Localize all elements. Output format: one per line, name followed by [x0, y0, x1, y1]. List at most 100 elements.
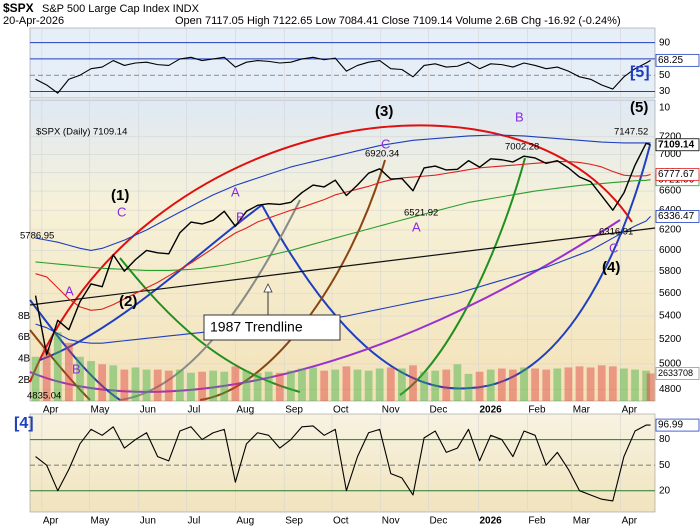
wave-label: A [412, 219, 421, 234]
x-tick-label: Mar [573, 405, 591, 416]
green-arc [119, 257, 301, 393]
wave-label: (5) [630, 99, 648, 116]
last-value-label: 7109.14 [658, 139, 695, 150]
x-tick-label: May [91, 516, 110, 527]
volume-bar [175, 369, 184, 401]
y-tick-label: 5800 [659, 266, 682, 277]
wave-label: A [231, 184, 240, 199]
volume-bar [320, 370, 329, 401]
green-arc [399, 157, 526, 396]
trendline [29, 227, 656, 306]
volume-bar [386, 367, 395, 401]
x-tick-label: Nov [382, 516, 400, 527]
y-tick-label: 7200 [659, 131, 682, 142]
volume-bar [520, 367, 528, 401]
price-label: 7002.28 [505, 142, 539, 153]
volume-bar [642, 370, 651, 401]
volume-tick-label: 4B [18, 354, 31, 365]
y-tick-label: 6200 [659, 225, 682, 236]
indicator-tick-label: 80 [659, 434, 671, 445]
indicator-tick-label: 50 [659, 70, 671, 81]
volume-bar [98, 364, 107, 401]
last-value-label: 6336.47 [658, 211, 695, 222]
grid-layer: Apr Apr May May Jun Jun Jul Jul Aug Aug Sep Sep Oct O… [18, 28, 682, 527]
volume-bar [275, 372, 284, 401]
price-label: 6920.34 [365, 149, 399, 160]
last-value-label: 68.25 [658, 55, 683, 66]
volume-bar [242, 370, 251, 401]
wave-label: A [65, 283, 74, 298]
indicator-line [35, 424, 651, 502]
price-label: 5786.95 [20, 231, 54, 242]
price-label: 4835.04 [27, 391, 61, 402]
symbol: $SPX [3, 1, 34, 15]
volume-last-label: 2633708 [658, 368, 693, 378]
x-tick-label: Oct [333, 405, 349, 416]
volume-bar [620, 368, 628, 401]
indicator-tick-label: 30 [659, 86, 671, 97]
x-tick-label: Apr [43, 405, 59, 416]
last-value-box [655, 53, 700, 67]
x-tick-label: 2026 [479, 516, 502, 527]
volume-bar [220, 371, 229, 401]
x-tick-label: Oct [333, 516, 349, 527]
volume-bar [597, 365, 606, 401]
y-tick-label: 7000 [659, 149, 682, 160]
blue-arc [469, 144, 651, 389]
indicator-tick-label: 10 [659, 102, 671, 113]
x-tick-label: Sep [285, 405, 303, 416]
volume-bar [298, 368, 306, 401]
volume-bar [53, 332, 62, 401]
y-tick-label: 5400 [659, 311, 682, 322]
volume-bar [253, 372, 262, 401]
legend: $SPX (Daily) 7109.14 [36, 127, 127, 138]
volume-bar [608, 366, 617, 401]
volume-bar [76, 356, 84, 401]
volume-bar [42, 348, 51, 401]
bottom-panel [29, 413, 656, 513]
x-tick-label: Dec [430, 516, 448, 527]
x-tick-label: Apr [622, 405, 638, 416]
volume-bar [464, 373, 473, 401]
volume-bar [120, 369, 129, 401]
last-value-box [655, 168, 700, 181]
volume-bar [375, 368, 384, 401]
x-tick-label: Mar [573, 516, 591, 527]
y-tick-label: 6600 [659, 186, 682, 197]
volume-bar [187, 372, 195, 401]
indicator-line [35, 56, 651, 94]
volume-bar [509, 369, 517, 401]
cycle-label: [4] [14, 415, 34, 432]
last-value-label: 96.99 [658, 420, 683, 431]
volume-bar [198, 371, 206, 401]
price-series [34, 142, 651, 356]
y-tick-label: 4800 [659, 384, 682, 395]
last-value-box [655, 418, 700, 432]
volume-bar [109, 365, 118, 401]
x-tick-label: May [91, 405, 110, 416]
wave-label: (1) [111, 187, 129, 204]
volume-bar [475, 371, 484, 401]
callout-arrowhead [263, 283, 273, 293]
x-tick-label: Feb [528, 516, 546, 527]
brown-arc [29, 329, 91, 401]
y-tick-label: 5000 [659, 359, 682, 370]
volume-tick-label: 8B [18, 311, 31, 322]
x-tick-label: 2026 [479, 405, 502, 416]
volume-bar [646, 373, 655, 401]
date: 20-Apr-2026 [3, 15, 64, 27]
last-value-box [655, 138, 700, 152]
callout-text: 1987 Trendline [210, 319, 303, 335]
x-tick-label: Apr [43, 516, 59, 527]
x-tick-label: Apr [622, 516, 638, 527]
price-label: 6316.91 [599, 227, 633, 238]
volume-bar [342, 366, 351, 401]
volume-bar [353, 369, 362, 401]
wave-label: C [381, 136, 390, 151]
volume-bar [564, 367, 573, 401]
volume-bar [431, 370, 440, 401]
top-panel [29, 27, 656, 99]
volume-bar [542, 369, 551, 401]
volume-bar [420, 371, 428, 401]
